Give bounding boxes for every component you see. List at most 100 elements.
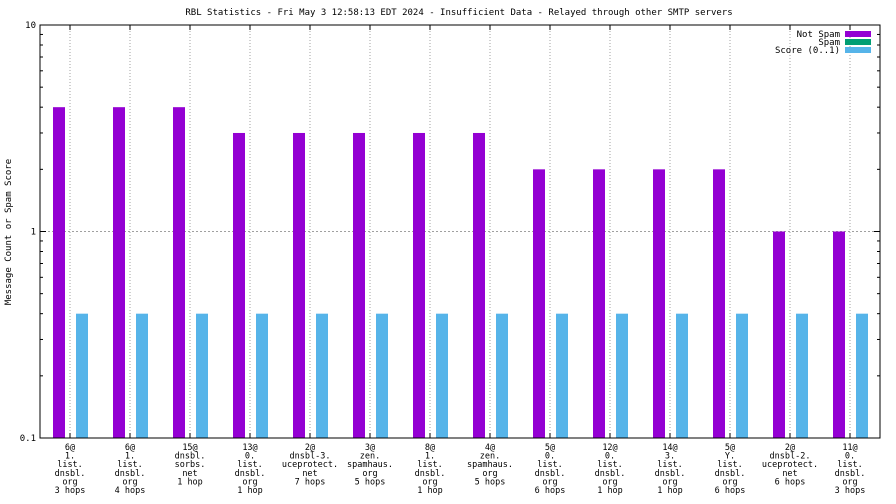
x-tick-label: spamhaus. [467,460,513,470]
bar-score [196,313,208,438]
bar-not-spam [413,132,425,438]
bar-not-spam [593,169,605,438]
x-tick-label: net [182,469,197,479]
x-tick-label: spamhaus. [347,460,393,470]
bar-score [136,313,148,438]
y-tick-label: 0.1 [20,434,36,444]
x-tick-label: sorbs. [175,460,206,470]
x-tick-label: 8@ [425,443,435,453]
x-tick-label: zen. [360,452,380,462]
x-tick-label: org [722,477,737,487]
x-tick-label: 5 hops [355,477,386,487]
bar-score [856,313,868,438]
legend-swatch [845,31,871,37]
x-tick-label: 1 hop [417,486,443,496]
x-tick-label: 3@ [365,443,375,453]
x-tick-label: list. [537,460,563,470]
x-tick-label: list. [597,460,623,470]
x-tick-label: 14@ [662,443,677,453]
x-tick-label: 1. [65,452,75,462]
bar-not-spam [833,231,845,438]
bar-not-spam [653,169,665,438]
legend-swatch [845,47,871,53]
x-tick-label: 1. [425,452,435,462]
y-tick-label: 10 [25,21,36,31]
bar-score [436,313,448,438]
x-tick-label: dnsbl. [115,469,146,479]
x-tick-label: net [302,469,317,479]
bar-not-spam [473,132,485,438]
x-tick-label: 2@ [785,443,795,453]
x-tick-label: 6@ [65,443,75,453]
x-tick-label: list. [237,460,263,470]
x-tick-label: 1 hop [237,486,263,496]
x-tick-label: 13@ [242,443,257,453]
bar-not-spam [533,169,545,438]
bar-score [796,313,808,438]
x-tick-label: 0. [845,452,855,462]
x-tick-label: list. [717,460,743,470]
x-tick-label: 3 hops [835,486,866,496]
bar-not-spam [53,107,65,438]
x-tick-label: uceprotect. [762,460,818,470]
x-tick-label: org [62,477,77,487]
x-tick-label: 4 hops [115,486,146,496]
legend-swatch [845,39,871,45]
chart-title: RBL Statistics - Fri May 3 12:58:13 EDT … [185,8,732,18]
x-tick-label: 5@ [545,443,555,453]
x-tick-label: 3 hops [55,486,86,496]
x-tick-label: dnsbl. [175,452,206,462]
x-tick-label: dnsbl. [415,469,446,479]
legend-label: Score (0..1) [775,46,840,56]
x-tick-label: uceprotect. [282,460,338,470]
bar-not-spam [773,231,785,438]
y-axis-label: Message Count or Spam Score [4,159,14,305]
x-tick-label: list. [657,460,683,470]
x-tick-label: org [362,469,377,479]
bar-score [316,313,328,438]
y-axis-ticks: 0.1 1 10 [20,21,36,444]
x-tick-label: dnsbl. [655,469,686,479]
bar-score [496,313,508,438]
bar-not-spam [353,132,365,438]
x-tick-label: dnsbl. [55,469,86,479]
x-tick-label: dnsbl. [835,469,866,479]
x-tick-label: dnsbl. [595,469,626,479]
x-tick-label: org [842,477,857,487]
bar-not-spam [173,107,185,438]
x-tick-label: org [242,477,257,487]
x-tick-label: 6 hops [535,486,566,496]
bar-score [736,313,748,438]
x-tick-label: dnsbl-2. [770,452,811,462]
x-tick-label: 1. [125,452,135,462]
x-tick-label: list. [57,460,83,470]
bar-score [76,313,88,438]
x-tick-label: Y. [725,452,735,462]
bar-not-spam [713,169,725,438]
x-tick-label: org [482,469,497,479]
bars [53,107,868,438]
bar-score [256,313,268,438]
x-tick-label: 12@ [602,443,617,453]
x-tick-label: org [122,477,137,487]
x-tick-label: org [662,477,677,487]
bar-not-spam [293,132,305,438]
x-tick-label: dnsbl. [535,469,566,479]
x-tick-label: list. [837,460,863,470]
x-tick-label: 1 hop [657,486,683,496]
x-tick-label: 11@ [842,443,857,453]
bar-score [556,313,568,438]
x-tick-label: dnsbl-3. [290,452,331,462]
x-tick-label: 4@ [485,443,495,453]
x-tick-label: net [782,469,797,479]
bar-score [616,313,628,438]
x-tick-label: 6 hops [775,477,806,487]
x-tick-label: 2@ [305,443,315,453]
bar-score [676,313,688,438]
x-tick-label: 15@ [182,443,197,453]
x-tick-label: dnsbl. [235,469,266,479]
x-tick-label: 5 hops [475,477,506,487]
